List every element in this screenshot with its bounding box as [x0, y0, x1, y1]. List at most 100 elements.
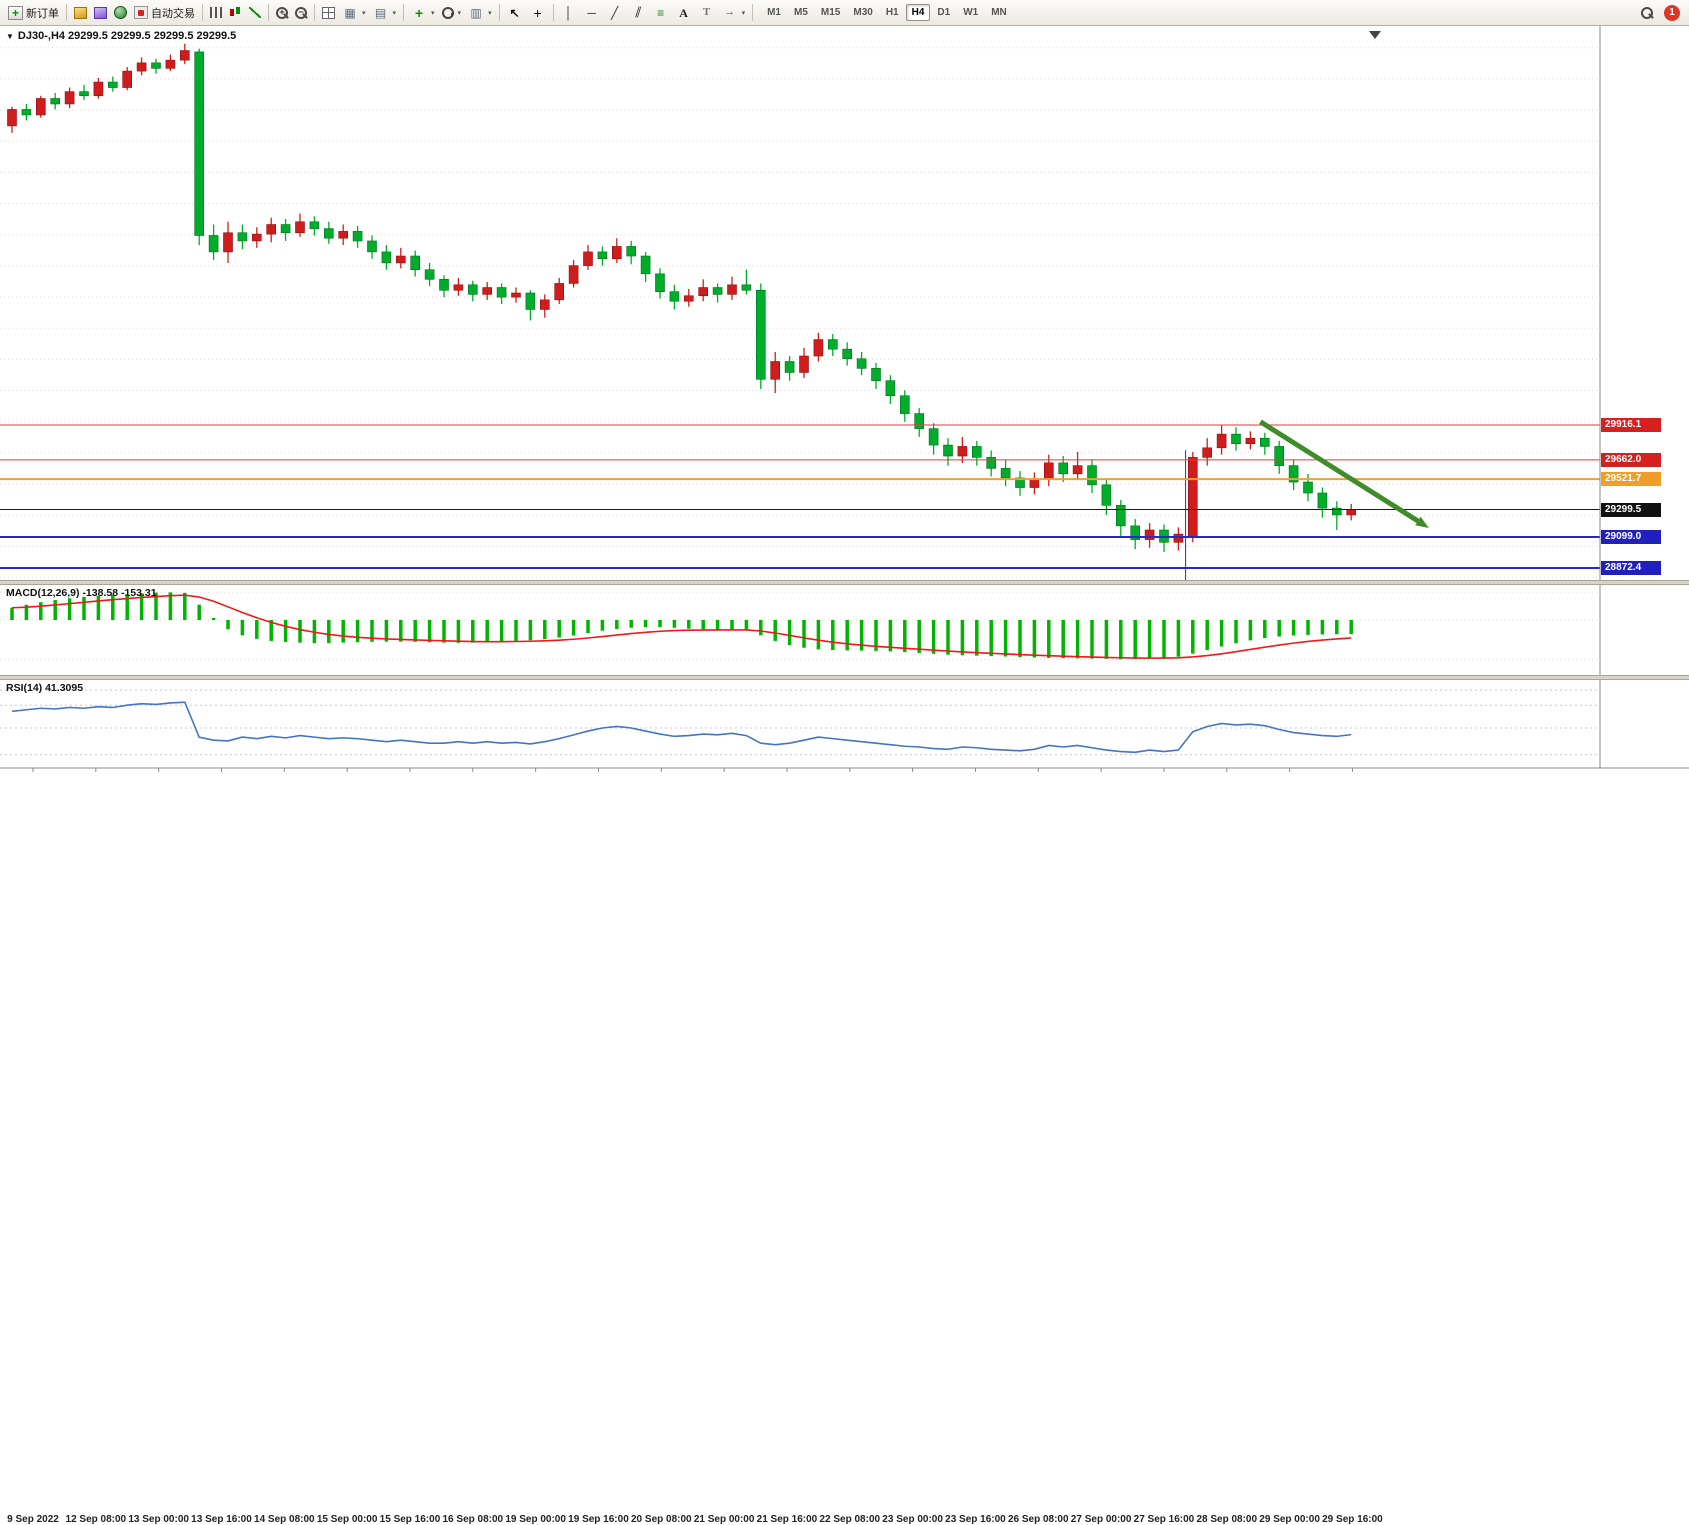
candles — [7, 43, 1356, 552]
crosshair-button[interactable]: + — [527, 3, 549, 23]
timeframe-m1[interactable]: M1 — [767, 7, 781, 18]
data-window-icon — [94, 6, 107, 19]
timeframe-h1[interactable]: H1 — [885, 7, 899, 18]
timeframe-m15[interactable]: M15 — [820, 7, 841, 18]
periods-button[interactable]: ▾ — [439, 3, 465, 23]
templates-button[interactable]: ▥ ▾ — [465, 3, 495, 23]
search-icon — [1641, 6, 1653, 19]
pivot-line-badge: 29521.7 — [1601, 472, 1661, 487]
data-window-button[interactable] — [91, 3, 110, 23]
time-axis-label: 13 Sep 00:00 — [128, 1514, 189, 1525]
label-button[interactable]: T — [696, 3, 718, 23]
chart-title: ▼ DJ30-,H4 29299.5 29299.5 29299.5 29299… — [6, 30, 236, 42]
market-watch-button[interactable] — [71, 3, 90, 23]
tile-windows-button[interactable] — [319, 3, 338, 23]
fibonacci-button[interactable]: ≡ — [650, 3, 672, 23]
dropdown-caret-icon: ▾ — [362, 9, 366, 17]
level-lines[interactable] — [0, 424, 1600, 570]
support-line-1-badge: 29099.0 — [1601, 529, 1661, 544]
zoom-out-button[interactable]: − — [292, 3, 310, 23]
new-order-button-label: 新订单 — [26, 7, 59, 20]
channel-button[interactable]: ∥ — [627, 3, 649, 23]
trendline-button[interactable]: ╱ — [604, 3, 626, 23]
notification-badge[interactable]: 1 — [1664, 4, 1680, 21]
time-axis-label: 27 Sep 00:00 — [1070, 1514, 1132, 1525]
timeframe-toolbar: M1 M5 M15 M30 H1 H4 D1 W1 MN — [761, 4, 1013, 21]
time-axis-label: 21 Sep 00:00 — [693, 1514, 755, 1525]
vertical-line-button[interactable]: │ — [558, 3, 580, 23]
panel-separator-rsi[interactable] — [0, 675, 1689, 680]
shapes-button[interactable]: → ▾ — [719, 3, 749, 23]
label-icon: T — [702, 6, 711, 18]
toolbar-right-group: 1 — [1638, 3, 1684, 23]
rsi-line — [11, 701, 1352, 754]
toolbar-separator — [314, 4, 315, 21]
new-chart-button[interactable]: ▦ ▾ — [339, 3, 369, 23]
horizontal-line-button[interactable]: ─ — [581, 3, 603, 23]
time-axis-label: 19 Sep 16:00 — [568, 1514, 629, 1525]
time-axis-label: 29 Sep 00:00 — [1259, 1514, 1320, 1525]
dropdown-caret-icon: ▾ — [488, 9, 492, 17]
profiles-button[interactable]: ▤ ▾ — [370, 3, 400, 23]
toolbar-separator — [752, 4, 754, 21]
periods-icon — [441, 6, 454, 19]
indicators-button[interactable]: + ▾ — [408, 3, 438, 23]
navigator-button[interactable] — [111, 3, 130, 23]
toolbar-separator — [202, 4, 203, 21]
cursor-button[interactable]: ↖ — [504, 3, 526, 23]
timeframe-d1[interactable]: D1 — [937, 7, 951, 18]
rsi-label: RSI(14) 41.3095 — [6, 682, 84, 694]
vline-icon: │ — [564, 5, 573, 20]
time-axis-label: 21 Sep 16:00 — [756, 1514, 818, 1525]
price-axis[interactable]: 32670.532443.032215.531988.031760.531533… — [1600, 26, 1689, 768]
macd-signal-line — [11, 594, 1352, 659]
support-line-2-badge: 28872.4 — [1601, 561, 1661, 576]
trend-arrow[interactable] — [1259, 419, 1429, 528]
dropdown-caret-icon: ▾ — [741, 9, 746, 17]
timeframe-w1[interactable]: W1 — [963, 7, 979, 18]
chart-shift-marker-icon[interactable] — [1369, 31, 1381, 39]
chart-window[interactable]: ▼ DJ30-,H4 29299.5 29299.5 29299.5 29299… — [0, 26, 1689, 1525]
timeframe-m5[interactable]: M5 — [794, 7, 808, 18]
zoom-in-button[interactable]: + — [273, 3, 291, 23]
resistance-line-2-badge: 29662.0 — [1601, 452, 1661, 467]
templates-icon: ▥ — [470, 5, 482, 20]
text-button[interactable]: A — [673, 3, 695, 23]
timeframe-m30[interactable]: M30 — [853, 7, 873, 18]
search-button[interactable] — [1638, 3, 1656, 23]
chart-canvas[interactable] — [0, 26, 1689, 854]
chart-bars-icon — [210, 7, 222, 18]
new-order-button[interactable]: + 新订单 — [5, 3, 62, 23]
chart-title-text: DJ30-,H4 29299.5 29299.5 29299.5 29299.5 — [17, 30, 237, 42]
panel-separator-macd[interactable] — [0, 580, 1689, 585]
shapes-icon: → — [724, 6, 736, 18]
autotrading-button[interactable]: 自动交易 — [131, 3, 198, 23]
symbol-dropdown-icon[interactable]: ▼ — [6, 31, 14, 41]
time-axis-label: 16 Sep 08:00 — [442, 1514, 504, 1525]
trendline-icon: ╱ — [610, 5, 619, 20]
dropdown-caret-icon: ▾ — [431, 9, 435, 17]
time-axis-label: 26 Sep 08:00 — [1007, 1514, 1069, 1525]
text-icon: A — [679, 5, 688, 20]
new-chart-icon: ▦ — [344, 5, 356, 20]
chart-candles-icon — [229, 6, 242, 19]
time-axis[interactable]: 9 Sep 2022 12 Sep 08:00 13 Sep 00:00 13 Sep… — [0, 768, 1689, 1525]
r si-grid — [0, 689, 1600, 756]
autotrading-button-label: 自动交易 — [151, 7, 195, 20]
toolbar-separator — [552, 4, 554, 21]
toolbar-separator — [268, 4, 269, 21]
chart-line-icon — [249, 7, 261, 18]
time-axis-label: 15 Sep 00:00 — [316, 1514, 378, 1525]
chart-candles-button[interactable] — [226, 3, 245, 23]
macd-grid — [0, 591, 1600, 660]
time-axis-label: 12 Sep 08:00 — [65, 1514, 127, 1525]
chart-bars-button[interactable] — [207, 3, 225, 23]
timeframe-mn[interactable]: MN — [991, 7, 1007, 18]
chart-line-button[interactable] — [246, 3, 264, 23]
time-axis-label: 14 Sep 08:00 — [254, 1514, 315, 1525]
timeframe-h4[interactable]: H4 — [905, 4, 931, 21]
profiles-icon: ▤ — [374, 5, 387, 20]
time-axis-label: 28 Sep 08:00 — [1196, 1514, 1258, 1525]
zoom-out-icon: − — [295, 6, 307, 19]
time-axis-label: 20 Sep 08:00 — [630, 1514, 692, 1525]
